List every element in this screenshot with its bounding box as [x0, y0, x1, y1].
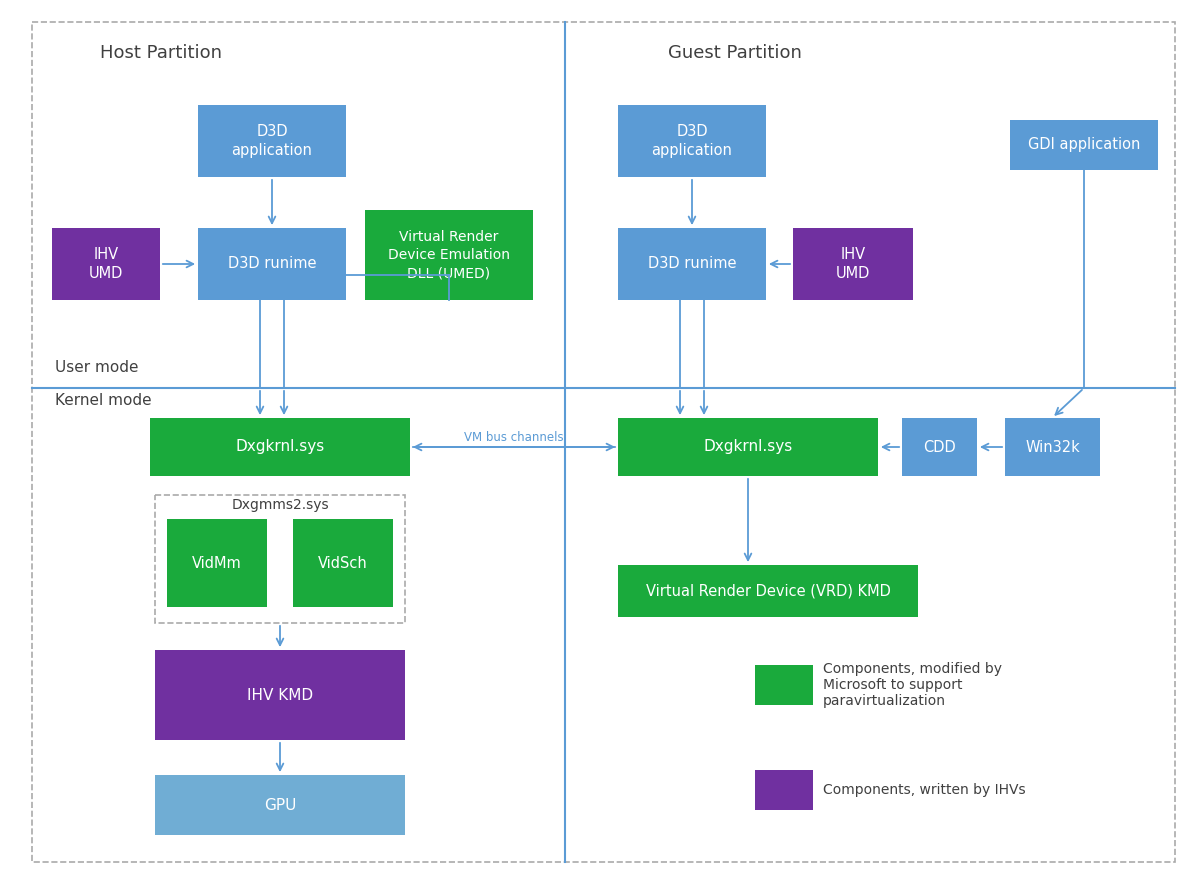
Text: VidMm: VidMm	[193, 555, 242, 570]
Text: Guest Partition: Guest Partition	[668, 44, 802, 62]
Bar	[150, 418, 411, 476]
Text: Virtual Render
Device Emulation
DLL (UMED): Virtual Render Device Emulation DLL (UME…	[388, 230, 510, 280]
Bar	[365, 210, 533, 300]
Text: VM bus channels: VM bus channels	[465, 431, 563, 444]
Text: IHV
UMD: IHV UMD	[89, 247, 123, 281]
Bar	[1005, 418, 1100, 476]
Text: Dxgkrnl.sys: Dxgkrnl.sys	[235, 439, 325, 454]
Text: VidSch: VidSch	[318, 555, 368, 570]
Bar	[793, 228, 913, 300]
Text: Kernel mode: Kernel mode	[55, 393, 152, 408]
Text: IHV
UMD: IHV UMD	[836, 247, 870, 281]
Text: D3D runime: D3D runime	[228, 256, 317, 271]
Text: User mode: User mode	[55, 360, 138, 375]
Text: Virtual Render Device (VRD) KMD: Virtual Render Device (VRD) KMD	[645, 583, 891, 598]
Text: GPU: GPU	[264, 797, 296, 812]
Text: Win32k: Win32k	[1025, 439, 1080, 454]
Text: Components, modified by
Microsoft to support
paravirtualization: Components, modified by Microsoft to sup…	[824, 662, 1002, 708]
Bar	[618, 228, 766, 300]
Text: GDI application: GDI application	[1028, 138, 1140, 153]
Bar	[167, 519, 267, 607]
Bar	[197, 105, 346, 177]
Text: Components, written by IHVs: Components, written by IHVs	[824, 783, 1026, 797]
Bar	[618, 418, 878, 476]
Bar	[618, 565, 917, 617]
Text: D3D
application: D3D application	[231, 124, 312, 158]
Text: IHV KMD: IHV KMD	[247, 688, 313, 703]
Bar	[155, 650, 405, 740]
Text: CDD: CDD	[923, 439, 956, 454]
Text: Host Partition: Host Partition	[100, 44, 222, 62]
Bar	[902, 418, 976, 476]
Bar	[755, 665, 813, 705]
Bar	[52, 228, 160, 300]
Bar	[293, 519, 393, 607]
Text: D3D
application: D3D application	[651, 124, 732, 158]
Bar	[155, 775, 405, 835]
Bar	[197, 228, 346, 300]
Text: Dxgmms2.sys: Dxgmms2.sys	[231, 498, 329, 512]
Bar	[618, 105, 766, 177]
Bar	[1010, 120, 1158, 170]
Text: Dxgkrnl.sys: Dxgkrnl.sys	[703, 439, 792, 454]
Text: D3D runime: D3D runime	[648, 256, 737, 271]
Bar	[755, 770, 813, 810]
Bar	[155, 495, 405, 623]
